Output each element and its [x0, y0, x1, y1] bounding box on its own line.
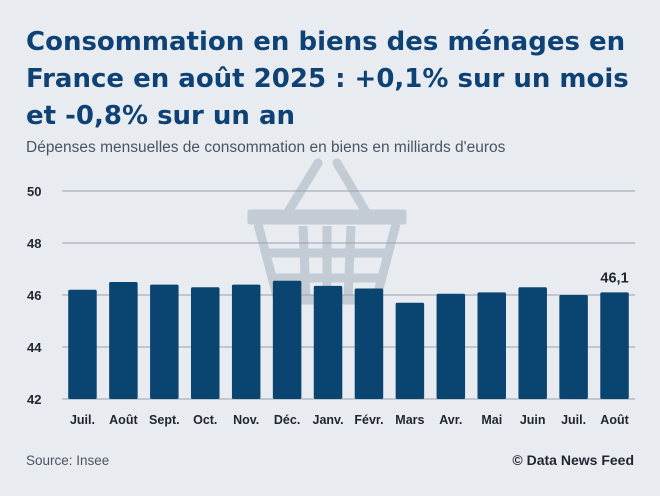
bar: [68, 289, 97, 399]
bar: [191, 287, 220, 399]
bar: [313, 285, 343, 399]
bar-chart: 42 44 46 48 50 Juil. Août Sept. Oct. Nov. Déc. Jan…: [27, 158, 635, 427]
y-tick-label: 50: [27, 184, 41, 199]
x-tick-label: Mars: [395, 413, 424, 427]
x-tick-label: Mai: [481, 413, 502, 427]
x-tick-label: Sept.: [149, 413, 180, 427]
x-tick-label: Déc.: [274, 413, 300, 427]
x-tick-label: Juil.: [561, 413, 586, 427]
bar: [559, 295, 588, 399]
x-tick-label: Juil.: [70, 413, 95, 427]
bar: [109, 282, 138, 399]
bar: [600, 292, 629, 399]
y-tick-label: 44: [27, 340, 42, 355]
shopping-basket-icon: [247, 158, 407, 305]
bar: [272, 280, 302, 399]
chart-subtitle: Dépenses mensuelles de consommation en b…: [26, 139, 506, 156]
bar: [231, 284, 261, 399]
bar: [354, 288, 384, 399]
credit-label: © Data News Feed: [512, 452, 634, 468]
y-tick-label: 46: [27, 288, 41, 303]
data-label: 46,1: [600, 270, 628, 286]
chart-title: Consommation en biens des ménages en Fra…: [26, 27, 629, 131]
source-note: Source: Insee: [26, 453, 110, 468]
x-tick-label: Avr.: [439, 413, 462, 427]
bar: [518, 287, 547, 399]
x-tick-label: Nov.: [233, 413, 259, 427]
bar: [150, 284, 179, 399]
x-tick-label: Janv.: [313, 413, 344, 427]
x-tick-label: Févr.: [354, 413, 383, 427]
bar: [477, 292, 506, 399]
x-tick-label: Juin: [520, 413, 546, 427]
x-tick-label: Août: [600, 413, 629, 427]
y-tick-label: 42: [27, 392, 41, 407]
bar: [436, 293, 466, 399]
x-tick-label: Oct.: [193, 413, 217, 427]
bar: [395, 302, 425, 399]
y-tick-label: 48: [27, 236, 41, 251]
x-tick-label: Août: [109, 413, 138, 427]
